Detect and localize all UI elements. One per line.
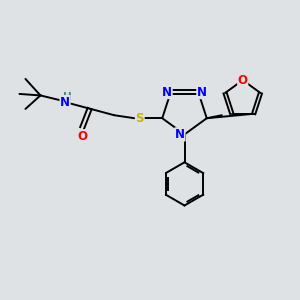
Text: S: S [136, 112, 144, 125]
Text: N: N [162, 85, 172, 99]
Text: H: H [63, 92, 72, 102]
Text: N: N [60, 95, 70, 109]
Text: N: N [175, 128, 185, 141]
Text: O: O [238, 74, 248, 87]
Text: O: O [77, 130, 87, 143]
Text: N: N [197, 85, 207, 99]
